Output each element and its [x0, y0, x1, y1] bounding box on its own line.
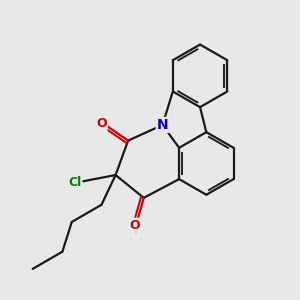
- Text: N: N: [157, 118, 168, 132]
- Text: O: O: [96, 117, 107, 130]
- Text: O: O: [129, 219, 140, 232]
- Text: Cl: Cl: [68, 176, 82, 189]
